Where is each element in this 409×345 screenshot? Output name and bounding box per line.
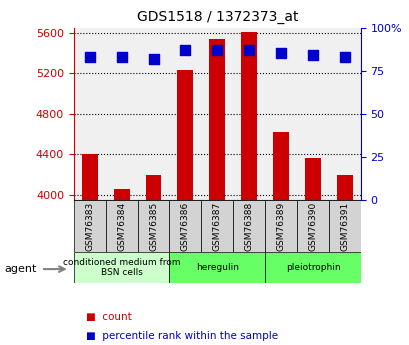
Bar xyxy=(177,70,193,200)
Point xyxy=(341,54,347,60)
Text: GSM76385: GSM76385 xyxy=(148,201,157,250)
Text: GSM76387: GSM76387 xyxy=(212,201,221,250)
Point xyxy=(118,54,125,60)
Text: conditioned medium from
BSN cells: conditioned medium from BSN cells xyxy=(63,258,180,277)
Text: GSM76386: GSM76386 xyxy=(180,201,189,250)
Point xyxy=(86,54,93,60)
Bar xyxy=(81,155,97,200)
Bar xyxy=(145,175,161,200)
FancyBboxPatch shape xyxy=(74,200,106,252)
FancyBboxPatch shape xyxy=(233,200,265,252)
FancyBboxPatch shape xyxy=(296,200,328,252)
Point xyxy=(213,47,220,53)
FancyBboxPatch shape xyxy=(265,200,296,252)
Text: ■  percentile rank within the sample: ■ percentile rank within the sample xyxy=(86,332,278,341)
FancyBboxPatch shape xyxy=(169,252,265,283)
Text: GSM76383: GSM76383 xyxy=(85,201,94,250)
Bar xyxy=(240,32,256,200)
FancyBboxPatch shape xyxy=(265,252,360,283)
Text: GSM76389: GSM76389 xyxy=(276,201,285,250)
Text: heregulin: heregulin xyxy=(196,263,238,272)
FancyBboxPatch shape xyxy=(74,252,169,283)
Bar xyxy=(272,132,288,200)
FancyBboxPatch shape xyxy=(106,200,137,252)
Point xyxy=(277,51,284,56)
Text: GSM76390: GSM76390 xyxy=(308,201,317,250)
FancyBboxPatch shape xyxy=(201,200,233,252)
Text: ■  count: ■ count xyxy=(86,313,132,322)
Text: GSM76384: GSM76384 xyxy=(117,201,126,250)
Point xyxy=(182,47,188,53)
Bar xyxy=(304,158,320,200)
Point xyxy=(150,56,156,61)
Text: GDS1518 / 1372373_at: GDS1518 / 1372373_at xyxy=(136,10,297,24)
FancyBboxPatch shape xyxy=(169,200,201,252)
Text: pleiotrophin: pleiotrophin xyxy=(285,263,339,272)
Bar xyxy=(209,39,225,200)
Point xyxy=(245,47,252,53)
Bar xyxy=(113,189,129,200)
Point xyxy=(309,52,315,58)
Text: GSM76388: GSM76388 xyxy=(244,201,253,250)
FancyBboxPatch shape xyxy=(328,200,360,252)
FancyBboxPatch shape xyxy=(137,200,169,252)
Text: GSM76391: GSM76391 xyxy=(339,201,348,250)
Bar xyxy=(336,175,352,200)
Text: agent: agent xyxy=(4,264,36,274)
